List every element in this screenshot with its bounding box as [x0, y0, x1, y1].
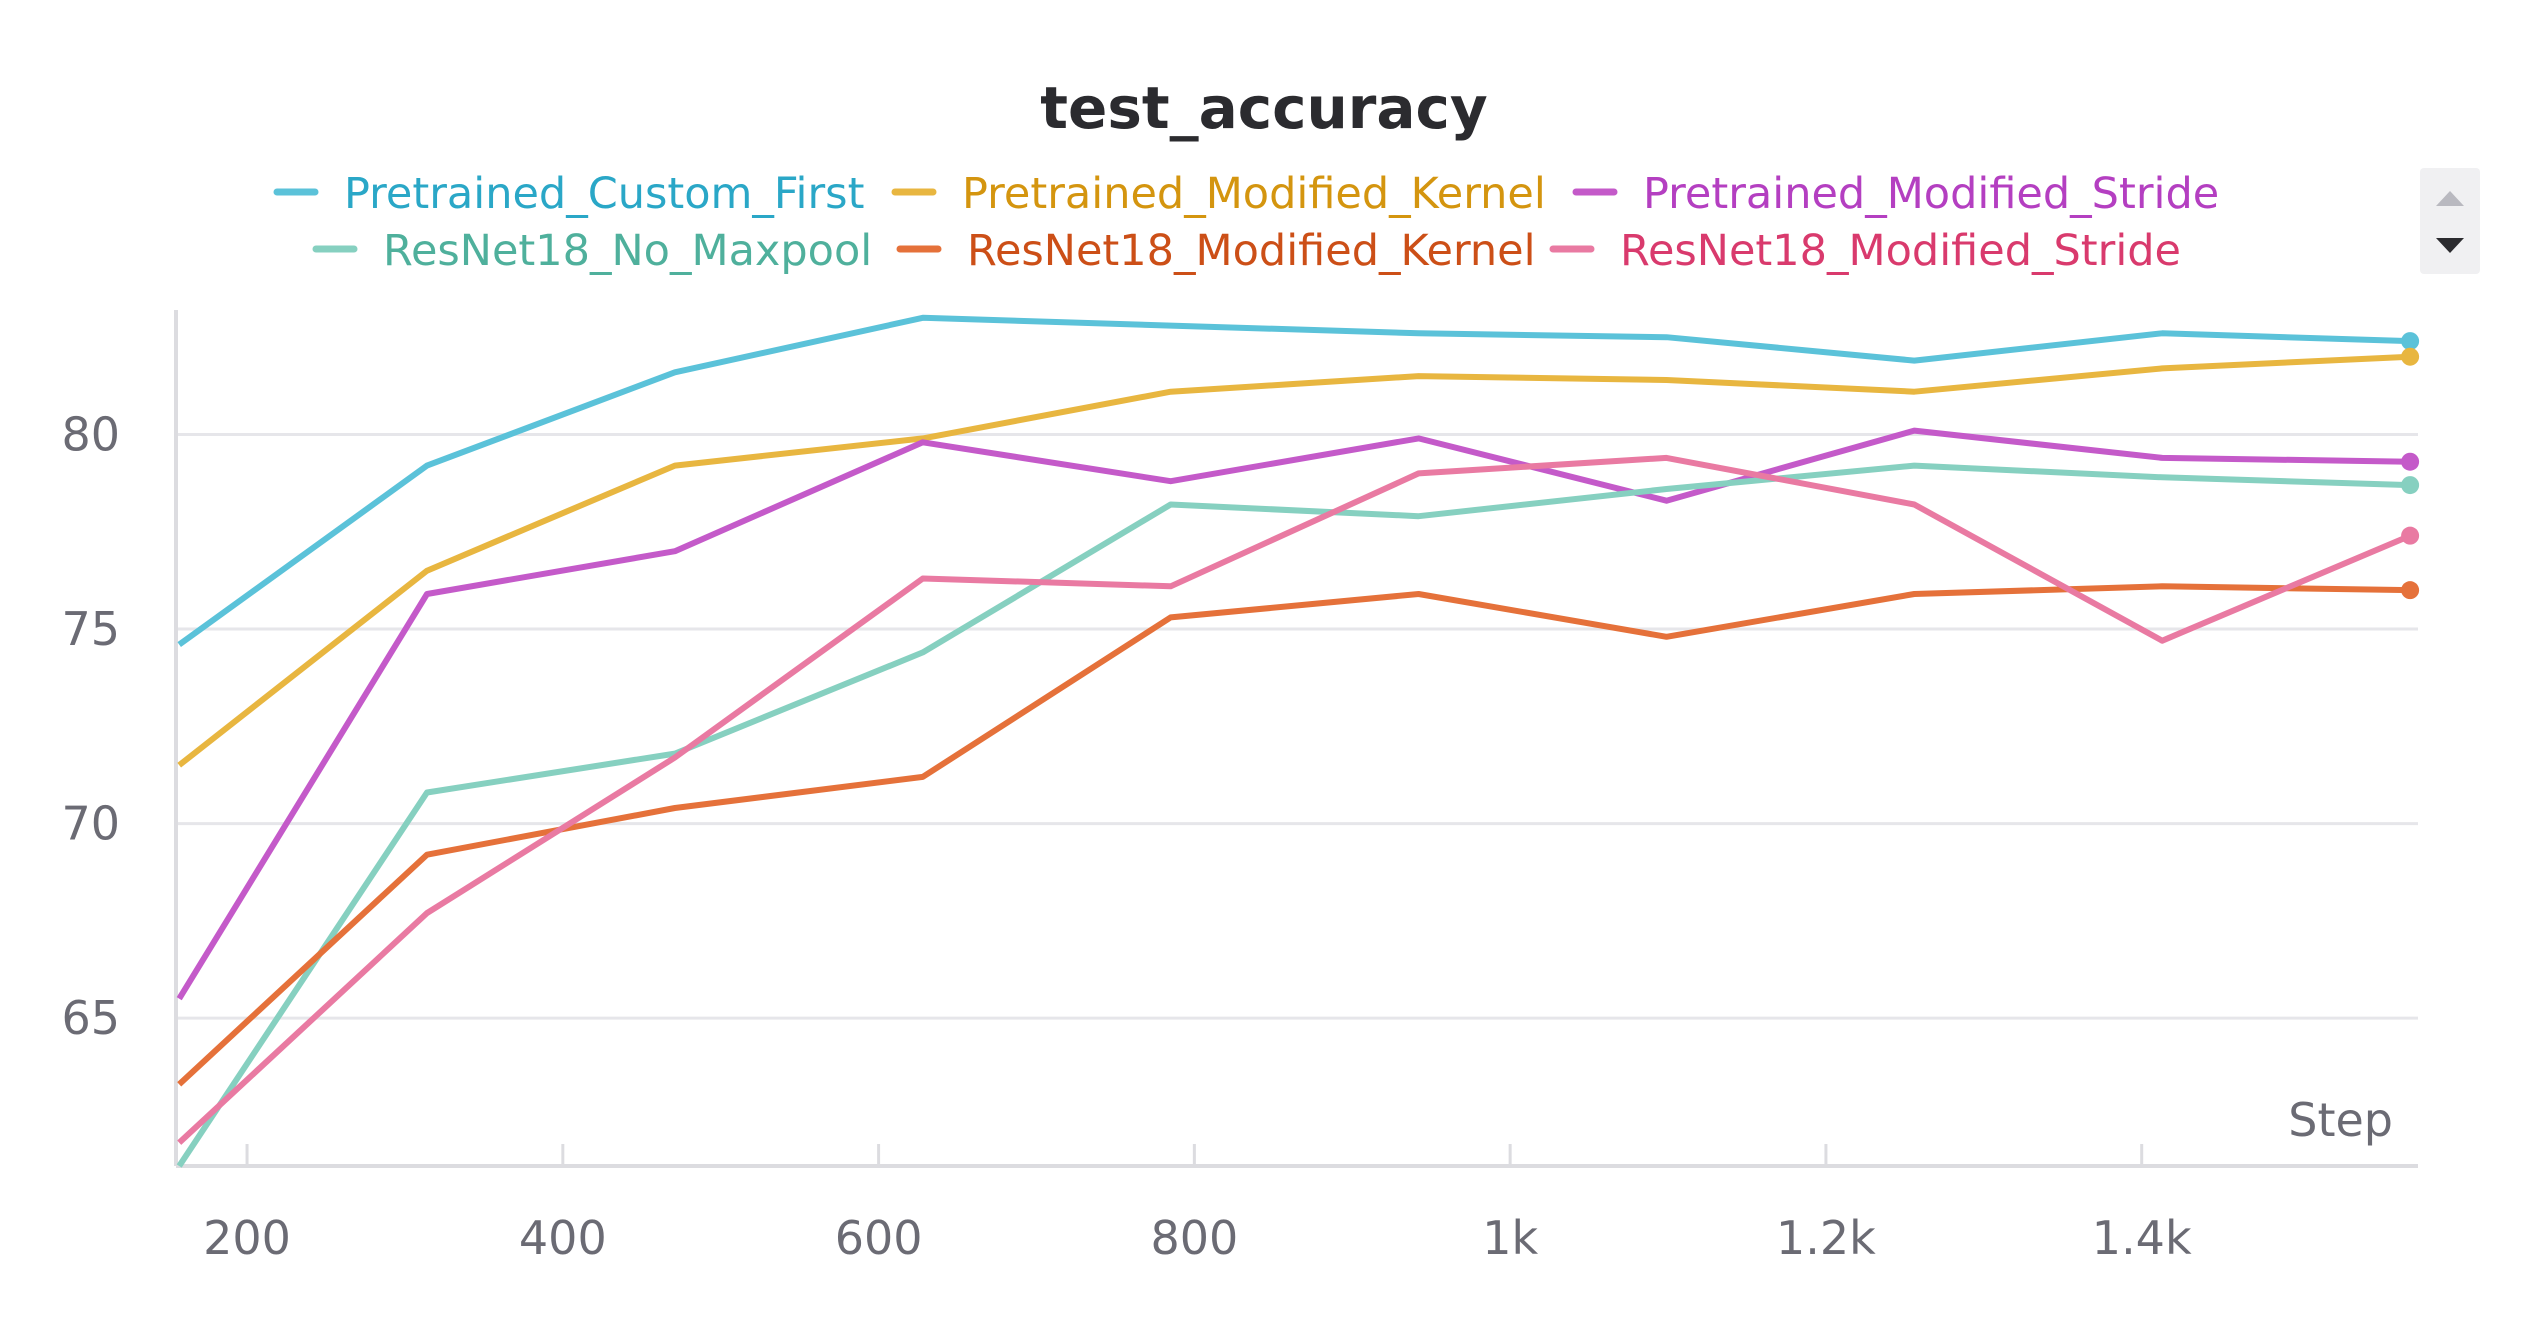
series-line — [177, 353, 2411, 768]
x-tick-label: 400 — [519, 1211, 607, 1265]
legend-scroll[interactable] — [2420, 168, 2480, 274]
y-tick-label: 80 — [61, 408, 120, 462]
x-tick-label: 200 — [203, 1211, 291, 1265]
triangle-up-icon[interactable] — [2436, 191, 2464, 206]
legend-item[interactable]: Pretrained_Modified_Stride — [1572, 169, 2219, 219]
series-end-point — [2401, 347, 2420, 366]
axes — [174, 310, 2418, 1168]
y-tick-label: 65 — [61, 991, 120, 1045]
triangle-down-icon[interactable] — [2436, 238, 2464, 253]
series-line — [176, 427, 2411, 1001]
y-axis-ticks: 65 70 75 80 — [61, 408, 120, 1046]
series-lines — [176, 314, 2412, 1168]
x-axis-label: Step — [2288, 1093, 2393, 1147]
legend-label: ResNet18_Modified_Stride — [1620, 226, 2181, 276]
series-line — [177, 314, 2411, 648]
legend-label: Pretrained_Custom_First — [344, 169, 864, 219]
x-tick-label: 1k — [1482, 1211, 1538, 1265]
legend-item[interactable]: ResNet18_No_Maxpool — [312, 226, 872, 276]
legend-label: ResNet18_Modified_Kernel — [967, 226, 1536, 276]
end-points — [2401, 332, 2420, 600]
legend-label: Pretrained_Modified_Kernel — [962, 169, 1546, 219]
legend-item[interactable]: ResNet18_Modified_Stride — [1549, 226, 2181, 276]
series-line — [177, 454, 2412, 1145]
series-end-point — [2401, 526, 2420, 545]
x-tick-label: 800 — [1150, 1211, 1238, 1265]
series-line — [176, 462, 2411, 1168]
legend: Pretrained_Custom_First Pretrained_Modifi… — [273, 169, 2219, 276]
y-tick-label: 70 — [61, 797, 120, 851]
x-tick-label: 1.2k — [1776, 1211, 1876, 1265]
series-end-point — [2401, 581, 2420, 600]
y-tick-label: 75 — [61, 602, 120, 656]
legend-item[interactable]: ResNet18_Modified_Kernel — [896, 226, 1536, 276]
x-tick-label: 1.4k — [2092, 1211, 2192, 1265]
series-line — [177, 583, 2411, 1087]
series-end-point — [2401, 332, 2420, 351]
grid — [176, 433, 2418, 1020]
chart-title: test_accuracy — [1040, 74, 1487, 142]
legend-item[interactable]: Pretrained_Modified_Kernel — [891, 169, 1546, 219]
series-end-point — [2401, 476, 2420, 495]
x-tick-label: 600 — [835, 1211, 923, 1265]
legend-label: Pretrained_Modified_Stride — [1643, 169, 2219, 219]
legend-label: ResNet18_No_Maxpool — [383, 226, 872, 276]
series-end-point — [2401, 452, 2420, 471]
x-axis-ticks: 200 400 600 800 1k 1.2k 1.4k — [203, 1144, 2192, 1265]
legend-item[interactable]: Pretrained_Custom_First — [273, 169, 864, 219]
